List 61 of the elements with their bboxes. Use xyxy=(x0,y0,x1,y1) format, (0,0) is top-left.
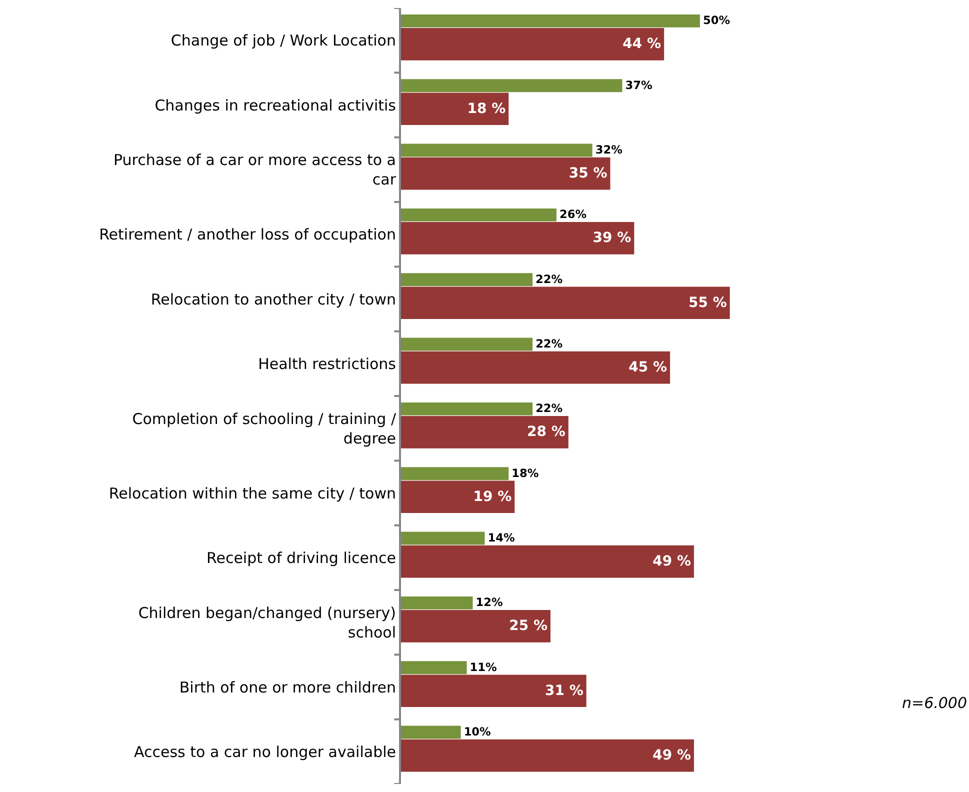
data-label: 18% xyxy=(512,466,539,480)
bar xyxy=(401,402,533,416)
y-tick-label: Retirement / another loss of occupation xyxy=(99,226,396,244)
bar xyxy=(401,144,592,157)
bar xyxy=(401,208,556,222)
bar xyxy=(401,14,700,28)
bar xyxy=(401,79,622,92)
data-label: 45 % xyxy=(628,360,668,376)
data-label: 22% xyxy=(536,337,563,350)
bar xyxy=(401,726,461,739)
data-label: 11% xyxy=(470,660,497,674)
data-label: 32% xyxy=(595,143,622,156)
bar xyxy=(401,610,550,642)
bar xyxy=(401,416,568,448)
bar xyxy=(401,338,533,351)
data-label: 50% xyxy=(702,14,730,28)
bar xyxy=(401,739,694,772)
data-label: 31 % xyxy=(544,682,584,699)
bar xyxy=(401,351,670,384)
y-tick-label: Relocation to another city / town xyxy=(150,290,396,308)
y-tick-label: Receipt of driving licence xyxy=(206,548,396,567)
bar xyxy=(401,532,485,545)
bar xyxy=(401,222,634,254)
data-label: 18 % xyxy=(467,100,506,117)
data-label: 55 % xyxy=(688,294,727,311)
bar xyxy=(401,273,533,286)
bar xyxy=(401,661,467,674)
bar xyxy=(401,674,586,708)
data-label: 19 % xyxy=(473,488,512,505)
data-label: 49 % xyxy=(652,748,691,764)
data-label: 10% xyxy=(464,725,491,738)
y-tick-label: Change of job / Work Location xyxy=(170,32,396,50)
bar xyxy=(401,480,515,514)
data-label: 25 % xyxy=(509,618,548,634)
data-label: 44 % xyxy=(622,36,662,52)
bar xyxy=(401,545,694,578)
annotation: n=6.000 xyxy=(902,694,968,712)
data-label: 22% xyxy=(536,272,563,286)
data-label: 37% xyxy=(625,78,652,92)
y-tick-label: Relocation within the same city / town xyxy=(108,484,396,502)
data-label: 26% xyxy=(559,208,587,222)
y-tick-label: Access to a car no longer available xyxy=(134,742,396,761)
data-label: 49 % xyxy=(652,554,691,570)
bar xyxy=(401,92,509,126)
bar xyxy=(401,28,664,60)
y-tick-label: Children began/changed (nursery) school xyxy=(138,604,396,642)
data-label: 35 % xyxy=(568,166,608,182)
bar xyxy=(401,467,509,480)
data-label: 14% xyxy=(488,531,515,544)
bar xyxy=(401,596,473,610)
data-label: 22% xyxy=(536,402,563,416)
data-label: 28 % xyxy=(527,424,566,440)
bar xyxy=(401,157,610,190)
data-label: 39 % xyxy=(592,230,632,246)
y-tick-label: Health restrictions xyxy=(258,354,396,373)
data-label: 12% xyxy=(476,596,503,610)
bar xyxy=(401,286,730,320)
y-tick-label: Purchase of a car or more access to a car xyxy=(113,151,397,189)
y-tick-label: Changes in recreational activitis xyxy=(154,96,396,114)
y-tick-label: Birth of one or more children xyxy=(179,678,396,696)
y-tick-label: Completion of schooling / training / degree xyxy=(132,410,397,448)
